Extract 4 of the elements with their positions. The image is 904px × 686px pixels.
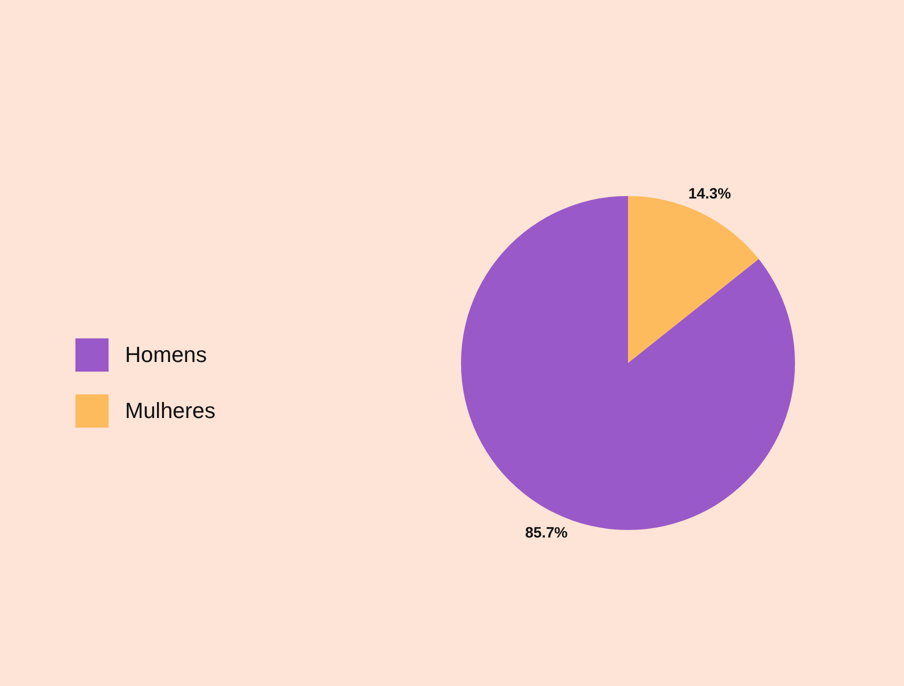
data-label: 85.7%	[525, 524, 568, 542]
legend-label: Homens	[125, 342, 207, 367]
legend-label: Mulheres	[125, 398, 216, 423]
data-label: 14.3%	[688, 186, 731, 203]
